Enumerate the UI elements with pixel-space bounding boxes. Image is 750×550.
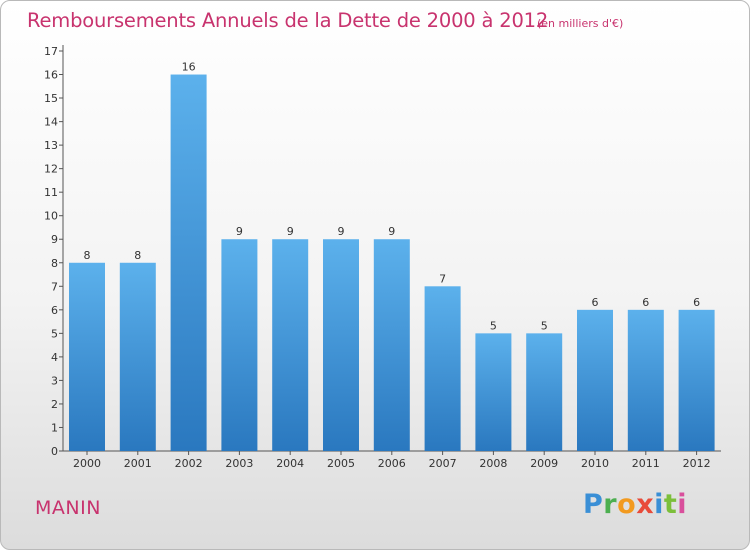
bar (272, 239, 309, 451)
bar (69, 262, 105, 451)
y-tick-label: 1 (51, 421, 58, 434)
y-tick-label: 7 (51, 280, 58, 293)
bar (577, 309, 613, 451)
commune-name: MANIN (35, 497, 101, 519)
y-tick-label: 3 (51, 374, 58, 387)
bar (119, 262, 156, 451)
y-tick-label: 17 (44, 45, 58, 58)
data-label: 9 (236, 225, 243, 238)
x-tick-label: 2009 (530, 457, 558, 470)
data-label: 9 (388, 225, 395, 238)
x-tick-label: 2001 (124, 457, 152, 470)
x-tick-label: 2000 (73, 457, 101, 470)
data-label: 16 (182, 61, 196, 74)
bar (424, 286, 461, 451)
bar (678, 309, 715, 451)
chart-title: Remboursements Annuels de la Dette de 20… (27, 9, 549, 32)
data-label: 6 (592, 296, 599, 309)
data-label: 8 (84, 249, 91, 262)
x-tick-label: 2002 (175, 457, 203, 470)
data-label: 7 (439, 272, 446, 285)
bar (170, 74, 207, 451)
proxiti-logo[interactable]: Proxiti (583, 489, 688, 520)
data-label: 5 (541, 319, 548, 332)
x-tick-label: 2011 (632, 457, 660, 470)
y-tick-label: 2 (51, 398, 58, 411)
y-tick-label: 9 (51, 233, 58, 246)
y-tick-label: 6 (51, 304, 58, 317)
x-tick-label: 2004 (276, 457, 304, 470)
bar (475, 333, 512, 451)
y-tick-label: 8 (51, 257, 58, 270)
y-tick-label: 15 (44, 92, 58, 105)
y-tick-label: 4 (51, 351, 58, 364)
x-tick-label: 2010 (581, 457, 609, 470)
y-tick-label: 14 (44, 116, 58, 129)
x-tick-label: 2006 (378, 457, 406, 470)
bar (627, 309, 664, 451)
data-label: 9 (287, 225, 294, 238)
y-tick-label: 16 (44, 69, 58, 82)
y-tick-label: 13 (44, 139, 58, 152)
bar (373, 239, 410, 451)
y-tick-label: 12 (44, 163, 58, 176)
x-tick-label: 2008 (479, 457, 507, 470)
y-tick-label: 11 (44, 186, 58, 199)
x-tick-label: 2005 (327, 457, 355, 470)
x-tick-label: 2012 (683, 457, 711, 470)
data-label: 9 (338, 225, 345, 238)
y-tick-label: 10 (44, 210, 58, 223)
chart-subtitle: (en milliers d'€) (537, 17, 624, 30)
bar (323, 239, 359, 451)
y-tick-label: 5 (51, 327, 58, 340)
bar (221, 239, 258, 451)
x-tick-label: 2003 (225, 457, 253, 470)
data-label: 6 (642, 296, 649, 309)
data-label: 8 (134, 249, 141, 262)
bar (526, 333, 563, 451)
y-tick-label: 0 (51, 445, 58, 458)
data-label: 5 (490, 319, 497, 332)
data-label: 6 (693, 296, 700, 309)
x-tick-label: 2007 (429, 457, 457, 470)
